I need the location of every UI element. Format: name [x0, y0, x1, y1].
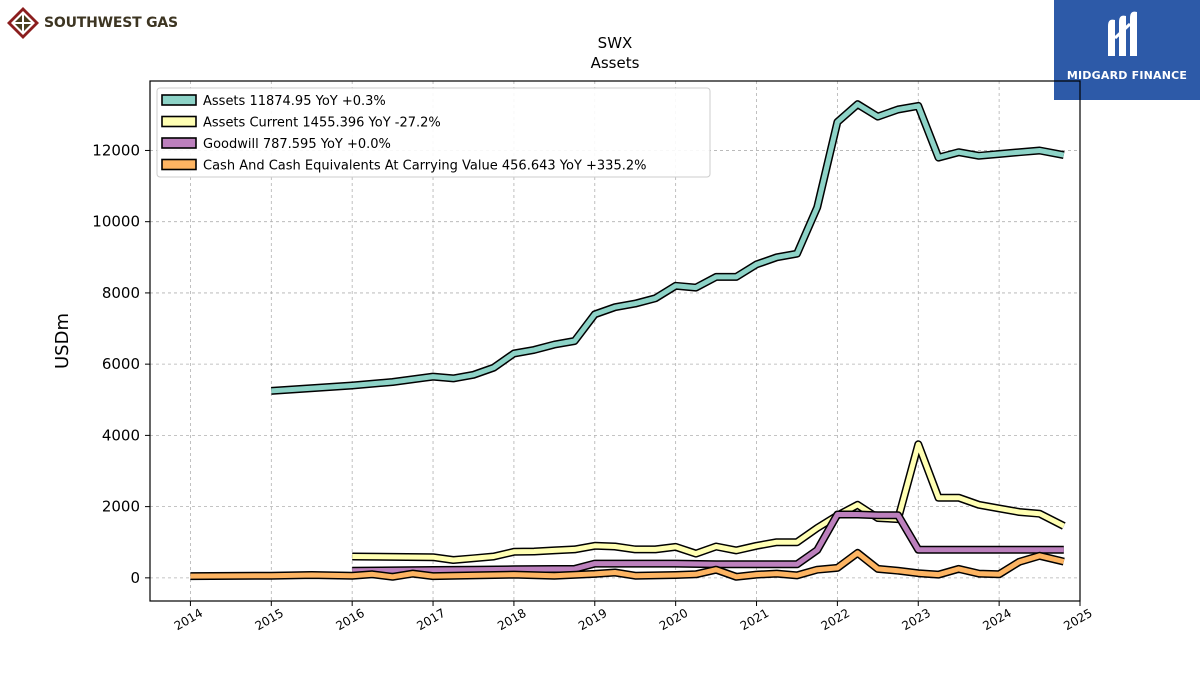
x-tick-label: 2014 [172, 606, 205, 633]
legend-label: Goodwill 787.595 YoY +0.0% [203, 137, 391, 152]
y-tick-label: 0 [130, 569, 140, 587]
y-tick-label: 8000 [102, 284, 140, 302]
y-tick-label: 10000 [92, 213, 140, 231]
series-line-outline [352, 440, 1066, 564]
chart-title: SWX [598, 34, 633, 52]
legend-label: Cash And Cash Equivalents At Carrying Va… [203, 159, 646, 174]
series-0 [271, 100, 1065, 395]
series-3 [190, 548, 1065, 581]
y-tick-label: 4000 [102, 426, 140, 444]
midgard-finance-wordmark: MIDGARD FINANCE [1066, 69, 1188, 82]
southwest-gas-logo: SOUTHWEST GAS [6, 6, 178, 40]
x-tick-label: 2018 [495, 606, 528, 633]
legend-item: Cash And Cash Equivalents At Carrying Va… [161, 158, 646, 174]
series-1 [352, 440, 1066, 564]
midgard-finance-logo: MIDGARD FINANCE [1054, 0, 1200, 100]
plot-frame [149, 80, 1081, 602]
x-tick-label: 2021 [738, 606, 771, 633]
series-layer [190, 100, 1066, 581]
southwest-gas-wordmark: SOUTHWEST GAS [44, 15, 178, 31]
legend-label: Assets Current 1455.396 YoY -27.2% [203, 116, 441, 131]
x-tick-label: 2023 [900, 606, 933, 633]
legend: Assets 11874.95 YoY +0.3% Assets Current … [156, 87, 711, 178]
legend-swatch [161, 94, 197, 106]
diamond-grid-logo-icon [7, 7, 39, 39]
series-line [190, 550, 1065, 580]
y-tick-label: 2000 [102, 498, 140, 516]
series-line [352, 512, 1064, 574]
x-tick-label: 2024 [980, 606, 1013, 633]
legend-swatch [161, 158, 197, 171]
x-tick-label: 2025 [1061, 606, 1094, 633]
series-line [352, 441, 1065, 563]
legend-item: Goodwill 787.595 YoY +0.0% [161, 137, 391, 152]
legend-label: Assets 11874.95 YoY +0.3% [203, 94, 386, 109]
x-tick-label: 2022 [819, 606, 852, 633]
y-tick-label: 6000 [102, 355, 140, 373]
y-axis-label: USDm [52, 313, 73, 369]
y-tick-label: 12000 [92, 141, 140, 159]
m-monogram-logo-icon [1108, 11, 1137, 57]
ticks-layer: 2014 2015 2016 2017 2018 2019 2020 2021 2022 2023… [92, 141, 1094, 633]
legend-swatch [161, 137, 197, 149]
series-2 [352, 510, 1064, 575]
chart-subtitle: Assets [591, 54, 640, 72]
legend-swatch [161, 115, 197, 128]
x-tick-label: 2020 [657, 606, 690, 633]
x-tick-label: 2019 [576, 606, 609, 633]
series-line [271, 101, 1065, 394]
legend-item: Assets 11874.95 YoY +0.3% [161, 94, 386, 109]
legend-box [156, 87, 711, 178]
x-tick-label: 2017 [414, 606, 447, 633]
legend-item: Assets Current 1455.396 YoY -27.2% [161, 115, 441, 131]
x-tick-label: 2016 [333, 606, 366, 633]
x-tick-label: 2015 [253, 606, 286, 633]
